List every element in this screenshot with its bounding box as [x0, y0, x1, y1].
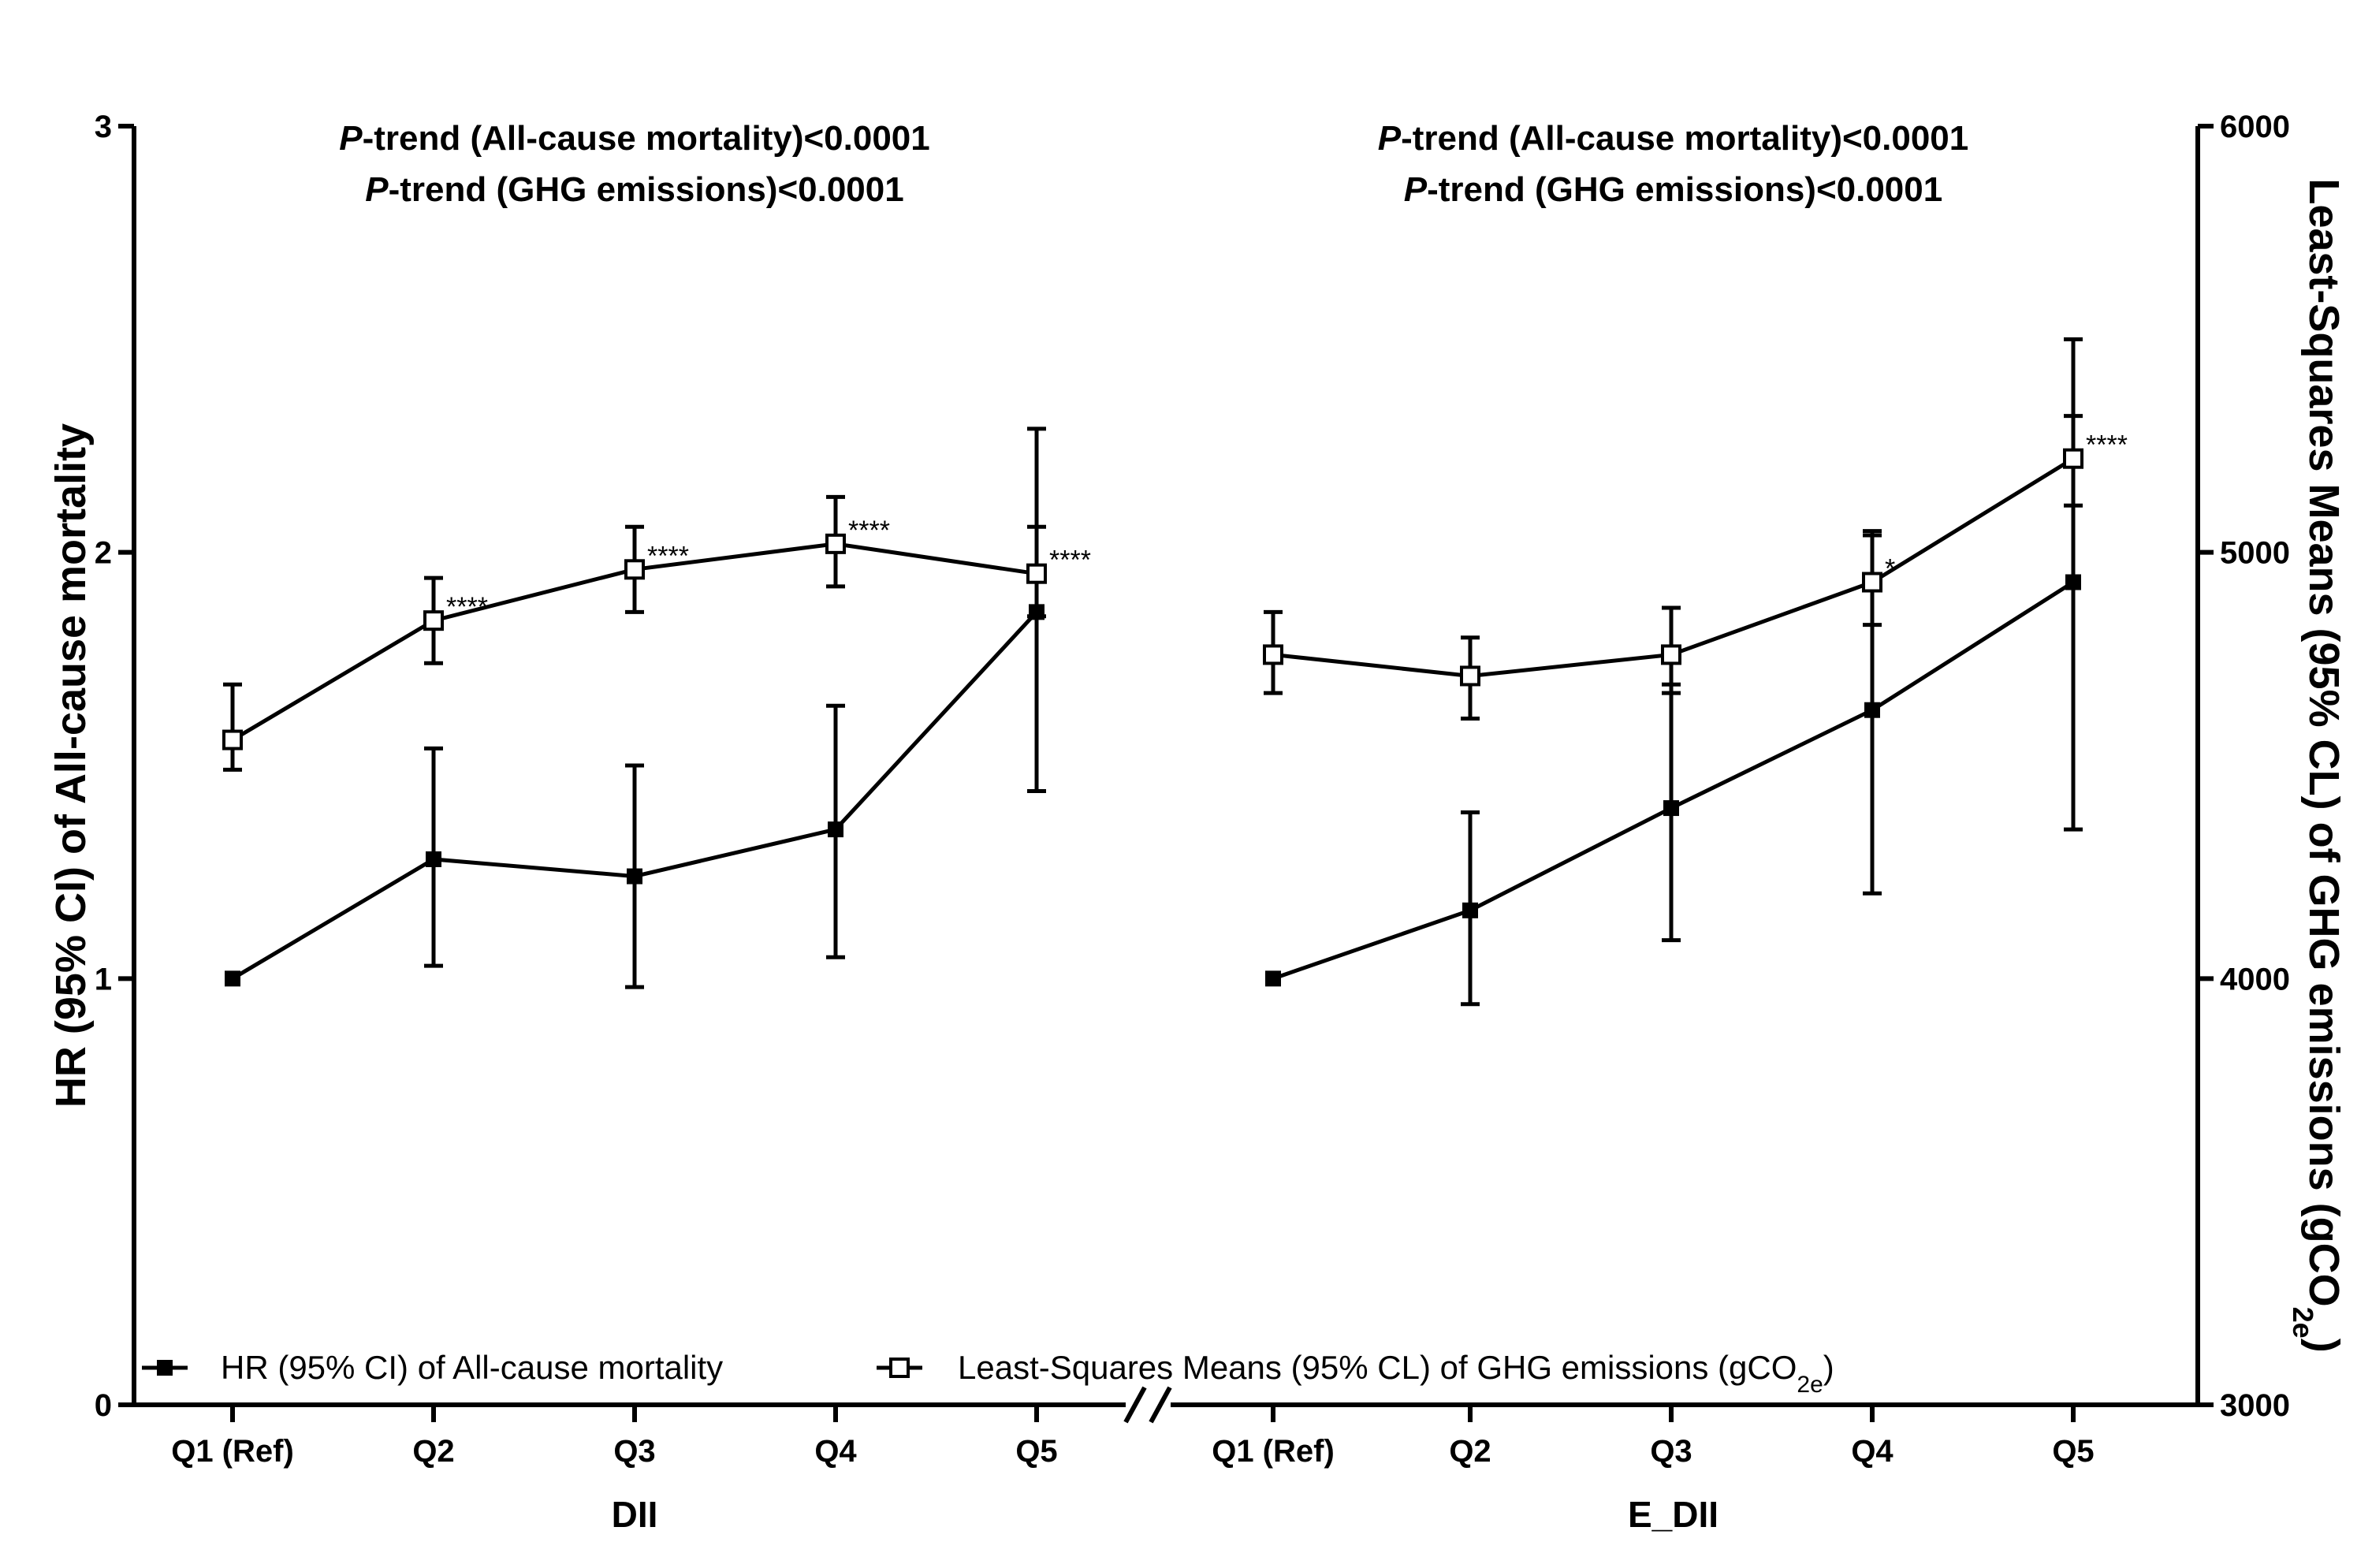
legend-label-ghg: Least-Squares Means (95% CL) of GHG emis… [958, 1349, 1834, 1398]
p-trend-text: P-trend (GHG emissions)<0.0001 [1404, 170, 1942, 209]
y-right-tick-label: 3000 [2220, 1388, 2290, 1423]
legend-label-ghg-main: Least-Squares Means (95% CL) of GHG emis… [958, 1349, 1797, 1386]
hr-point [1864, 702, 1880, 718]
legend-label-ghg-end: ) [1823, 1349, 1834, 1386]
significance-label: **** [2086, 430, 2128, 460]
chart-marks [222, 337, 2083, 1007]
axis-break-mark [1123, 1386, 1147, 1424]
legend: HR (95% CI) of All-cause mortality Least-… [142, 1349, 1834, 1398]
y-right-title-end: ) [2300, 1339, 2348, 1353]
x-tick-label: Q4 [1851, 1434, 1894, 1469]
group-label: DII [612, 1494, 658, 1535]
p-trend-text: P-trend (GHG emissions)<0.0001 [365, 170, 903, 209]
hr-point [426, 851, 441, 867]
y-left-tick-label: 3 [95, 110, 112, 144]
p-trend-italic: P [1378, 119, 1402, 158]
x-tick-label: Q3 [1650, 1434, 1692, 1469]
ghg-point [825, 533, 846, 554]
p-trend-rest: -trend (All-cause mortality)<0.0001 [363, 119, 930, 158]
p-trend-text: P-trend (All-cause mortality)<0.0001 [1378, 119, 1969, 158]
significance-label: * [1885, 554, 1895, 584]
ghg-point [1263, 644, 1283, 665]
ghg-point [1026, 563, 1047, 584]
ghg-point [222, 729, 243, 750]
p-trend-rest: -trend (GHG emissions)<0.0001 [1427, 170, 1942, 209]
significance-label: **** [1049, 546, 1091, 575]
hr-point [225, 970, 240, 987]
significance-label: **** [848, 516, 890, 546]
ghg-point [1460, 665, 1480, 687]
p-trend-rest: -trend (GHG emissions)<0.0001 [389, 170, 904, 209]
y-right-tick-label: 5000 [2220, 536, 2290, 571]
x-tick-label: Q4 [814, 1434, 857, 1469]
hr-point [2065, 574, 2081, 590]
legend-label-ghg-sub: 2e [1797, 1372, 1823, 1398]
x-tick-label: Q3 [613, 1434, 655, 1469]
axis-break-mark [1149, 1386, 1172, 1424]
hr-point [1265, 970, 1281, 987]
p-trend-rest: -trend (All-cause mortality)<0.0001 [1401, 119, 1968, 158]
significance-label: **** [647, 541, 689, 571]
p-trend-italic: P [1404, 170, 1428, 209]
y-left-title: HR (95% CI) of All-cause mortality [47, 423, 95, 1108]
y-right-tick-label: 4000 [2220, 962, 2290, 996]
chart-labels: 0 1 2 3 3000 4000 5000 6000 HR (95% CI) of All-c… [47, 110, 2348, 1535]
p-trend-italic: P [339, 119, 363, 158]
x-tick-label: Q1 (Ref) [171, 1434, 294, 1469]
ghg-point [2063, 448, 2083, 469]
x-tick-label: Q5 [1015, 1434, 1057, 1469]
ghg-point [624, 559, 645, 580]
p-trend-italic: P [365, 170, 389, 209]
hr-point [1029, 604, 1044, 620]
x-tick-label: Q2 [412, 1434, 454, 1469]
hr-point [828, 821, 843, 838]
legend-marker-hr [157, 1360, 173, 1376]
y-right-title-sub: 2e [2288, 1307, 2320, 1339]
group-label: E_DII [1628, 1494, 1718, 1535]
x-tick-label: Q1 (Ref) [1212, 1434, 1335, 1469]
ghg-point [1862, 572, 1882, 593]
y-left-tick-label: 1 [95, 962, 112, 996]
hr-point [627, 868, 642, 885]
legend-marker-ghg [889, 1358, 910, 1378]
significance-label: **** [446, 592, 488, 622]
y-right-title-main: Least-Squares Means (95% CL) of GHG emis… [2300, 178, 2348, 1306]
y-left-tick-label: 2 [95, 536, 112, 571]
ghg-point [423, 610, 444, 631]
y-left-tick-label: 0 [95, 1388, 112, 1423]
hr-point [1663, 800, 1679, 817]
x-tick-label: Q2 [1449, 1434, 1491, 1469]
p-trend-text: P-trend (All-cause mortality)<0.0001 [339, 119, 930, 158]
y-right-title: Least-Squares Means (95% CL) of GHG emis… [2288, 178, 2348, 1352]
ghg-point [1661, 644, 1681, 665]
hr-point [1462, 902, 1478, 918]
x-tick-label: Q5 [2052, 1434, 2094, 1469]
legend-label-hr: HR (95% CI) of All-cause mortality [221, 1349, 723, 1386]
y-right-tick-label: 6000 [2220, 110, 2290, 144]
axes [118, 124, 2214, 1424]
